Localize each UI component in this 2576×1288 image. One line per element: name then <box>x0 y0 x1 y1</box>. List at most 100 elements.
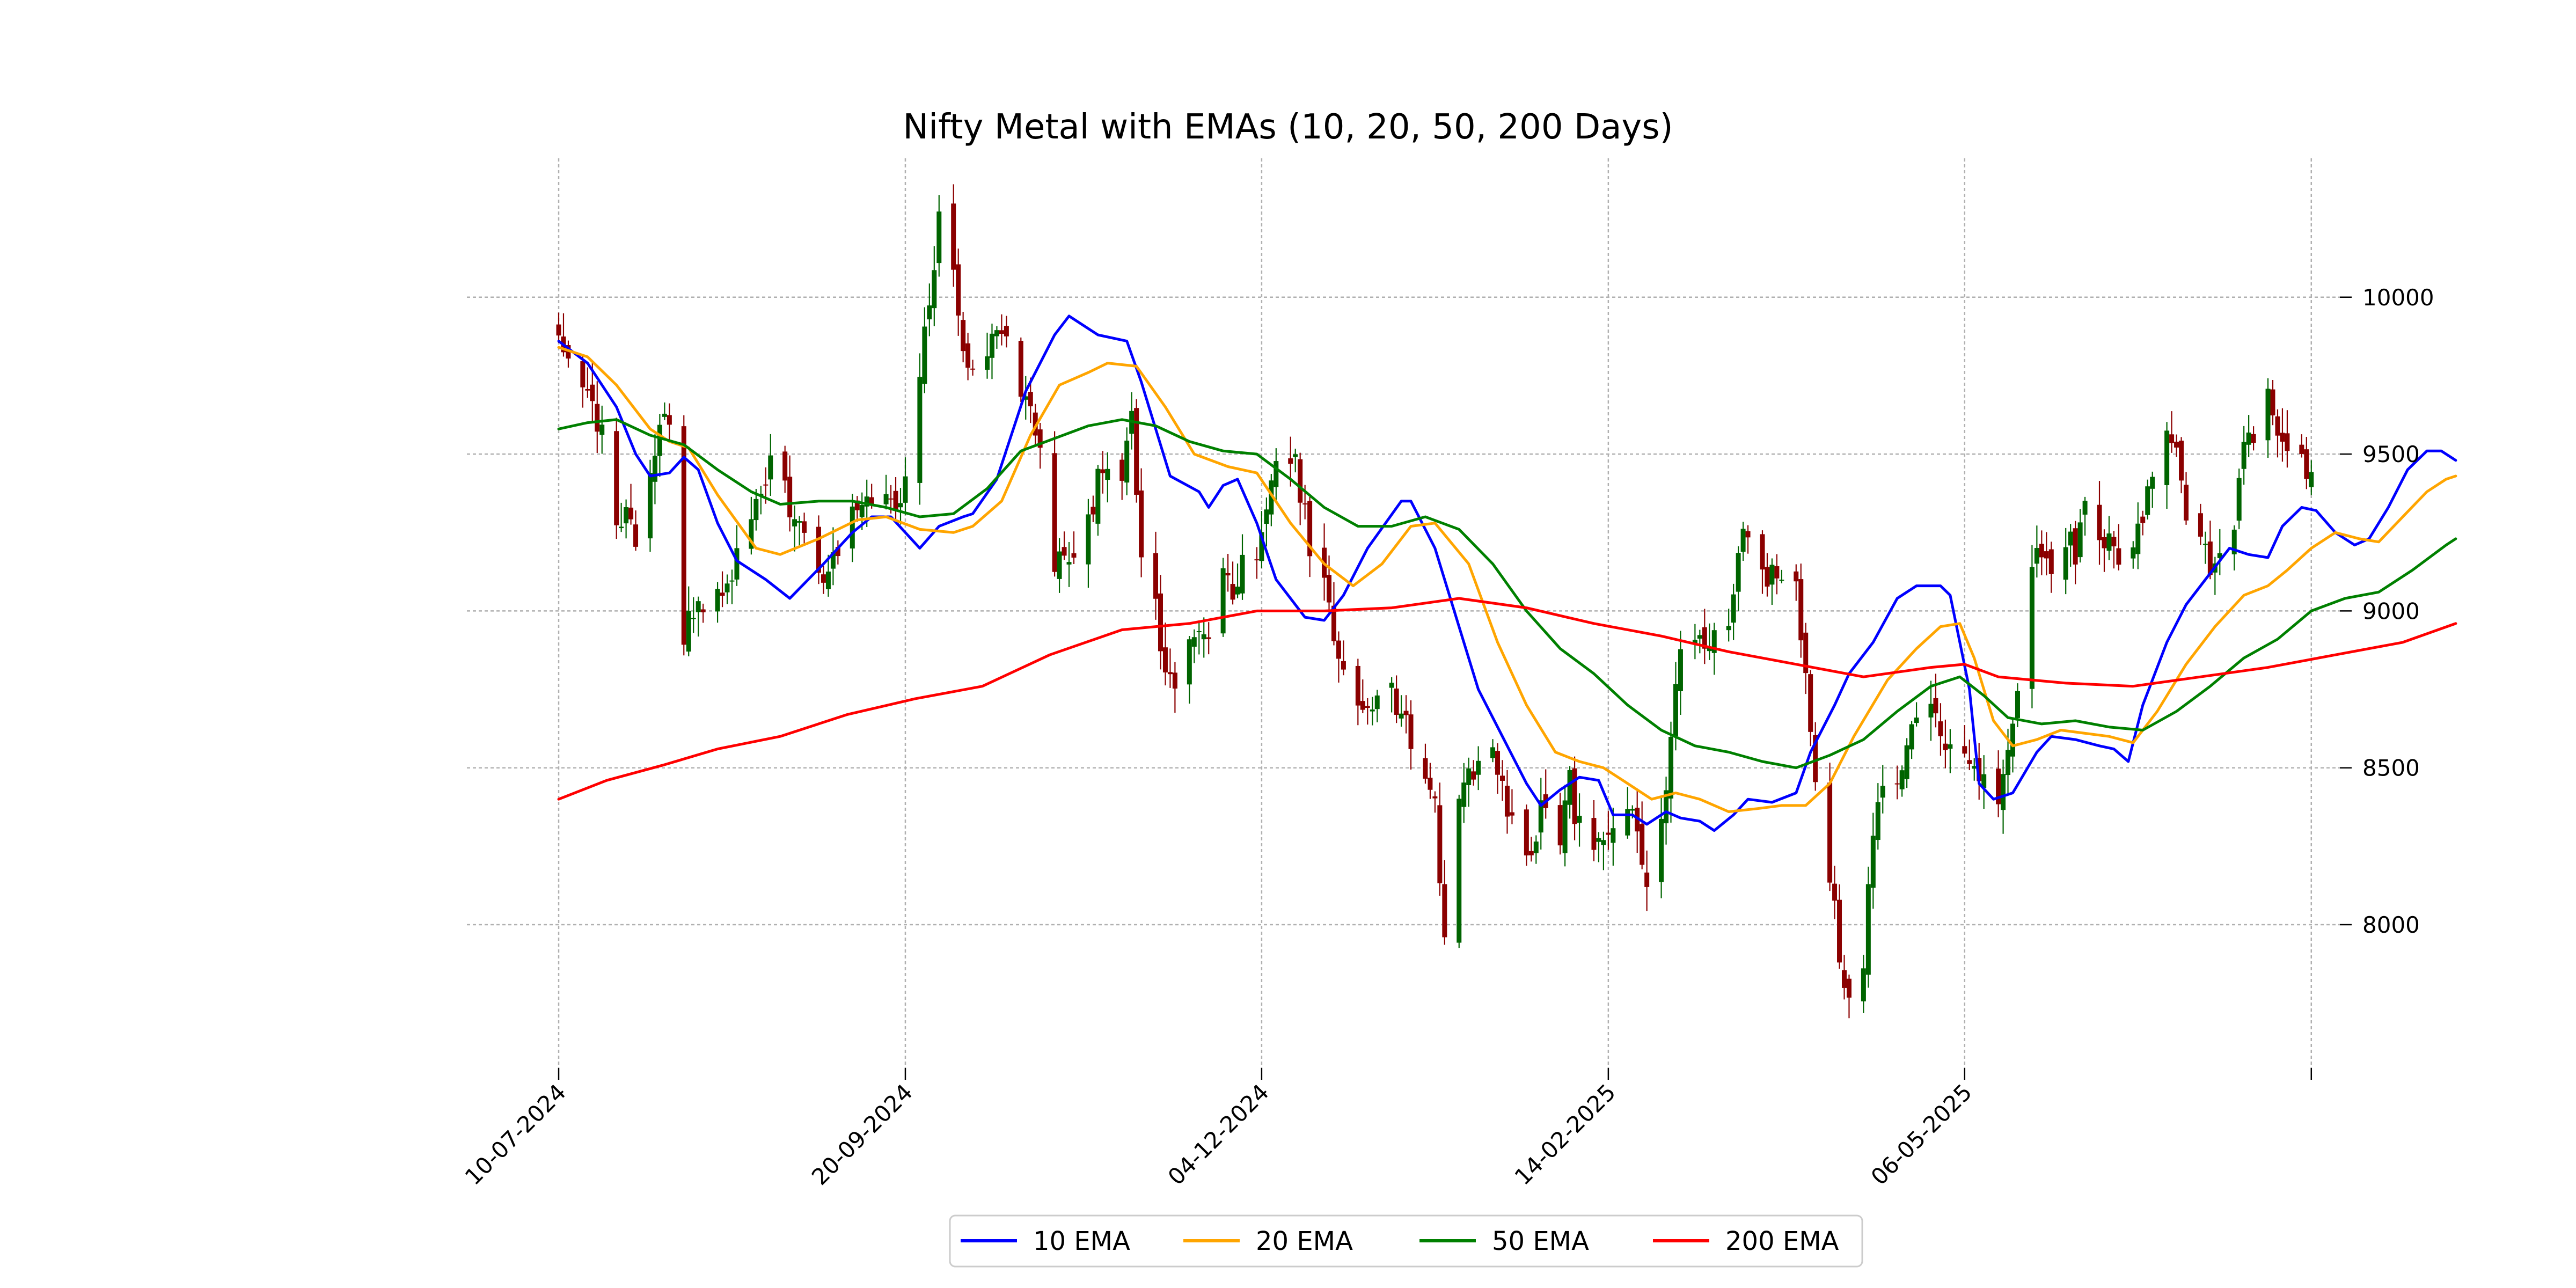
candle-body <box>1230 584 1235 600</box>
candle-body <box>1577 815 1582 823</box>
candle-body <box>1119 459 1125 481</box>
candle-body <box>619 526 624 529</box>
candle-body <box>700 609 706 612</box>
candle-body <box>1235 587 1240 595</box>
candle-body <box>802 521 807 533</box>
candle-body <box>936 211 942 264</box>
candle-body <box>2251 434 2256 443</box>
candle-body <box>2304 449 2309 479</box>
candle-body <box>1298 459 1303 503</box>
candle-body <box>1640 824 1645 865</box>
candle-body <box>898 503 903 508</box>
candle-body <box>1240 554 1245 594</box>
candle-body <box>753 499 759 521</box>
candle-body <box>1870 836 1876 888</box>
candle-body <box>595 404 600 432</box>
candle-body <box>825 572 831 589</box>
candle-body <box>681 426 686 645</box>
candle-body <box>985 356 990 370</box>
candle-body <box>1134 408 1139 495</box>
y-tick-label: 8500 <box>2362 755 2420 781</box>
candle-body <box>1403 711 1409 715</box>
candle-body <box>2198 513 2203 537</box>
candle-body <box>970 368 976 370</box>
candle-body <box>1499 775 1505 781</box>
candle-body <box>647 473 653 539</box>
candle-body <box>2063 547 2068 580</box>
candle-body <box>1611 828 1616 843</box>
candle-body <box>932 270 937 309</box>
candle-body <box>1365 706 1370 708</box>
candle-body <box>2184 485 2189 521</box>
candle-body <box>2111 537 2117 547</box>
candle-body <box>1095 469 1101 524</box>
candle-body <box>1928 704 1934 718</box>
candle-body <box>787 477 793 517</box>
candle-body <box>1004 326 1009 336</box>
candle-body <box>686 610 691 652</box>
chart-title: Nifty Metal with EMAs (10, 20, 50, 200 D… <box>903 107 1673 147</box>
candle-body <box>2270 389 2275 416</box>
candle-body <box>1659 818 1664 882</box>
candle-body <box>1057 551 1062 579</box>
candle-body <box>1399 713 1404 719</box>
candle-body <box>1914 718 1919 723</box>
candle-body <box>1996 769 2001 804</box>
candle-body <box>1033 412 1038 436</box>
candle-body <box>1100 469 1106 473</box>
candle-body <box>1206 637 1211 639</box>
candle-body <box>2034 548 2039 564</box>
candle-body <box>2169 434 2175 443</box>
candle-body <box>1894 783 1900 785</box>
legend-box <box>949 1214 1863 1268</box>
candle-body <box>797 521 802 523</box>
candle-body <box>2179 441 2184 481</box>
candle-body <box>585 389 590 391</box>
candle-body <box>749 519 754 549</box>
candle-body <box>2135 523 2141 554</box>
candle-body <box>1018 341 1023 397</box>
candle-body <box>1813 735 1818 782</box>
candle-body <box>1172 672 1177 689</box>
candle-body <box>633 524 639 547</box>
candle-body <box>1495 751 1501 775</box>
candle-body <box>883 494 889 504</box>
candle-body <box>1091 507 1096 515</box>
candle-body <box>599 425 605 435</box>
candle-body <box>850 506 855 549</box>
candle-body <box>628 507 634 519</box>
candle-body <box>1471 771 1476 780</box>
candle-body <box>1509 812 1514 816</box>
candle-body <box>1490 747 1496 758</box>
candle-body <box>696 601 701 612</box>
candle-body <box>2231 529 2237 554</box>
candle-body <box>1504 786 1510 817</box>
candle-body <box>724 583 730 592</box>
candle-body <box>1601 840 1606 845</box>
candle-body <box>782 451 788 481</box>
candle-body <box>989 333 994 358</box>
candle-body <box>1794 571 1799 582</box>
candle-body <box>1086 514 1091 565</box>
candle-body <box>956 264 961 316</box>
legend: 10 EMA 20 EMA 50 EMA 200 EMA <box>949 1214 1863 1268</box>
candle-body <box>2246 433 2251 445</box>
candle-body <box>1880 786 1885 798</box>
candle-body <box>1201 634 1206 640</box>
candle-body <box>961 320 966 352</box>
candle-body <box>951 203 956 270</box>
candle-body <box>1269 480 1274 515</box>
y-tick-label: 9000 <box>2362 598 2420 624</box>
candle-body <box>768 455 773 480</box>
candle-body <box>763 484 769 486</box>
candle-body <box>2202 544 2208 545</box>
candle-body <box>2048 549 2054 574</box>
candle-body <box>903 476 908 503</box>
candle-body <box>835 547 840 557</box>
candle-body <box>1274 461 1279 487</box>
candle-body <box>2006 750 2011 775</box>
candle-body <box>965 343 971 368</box>
candle-body <box>2131 547 2136 559</box>
